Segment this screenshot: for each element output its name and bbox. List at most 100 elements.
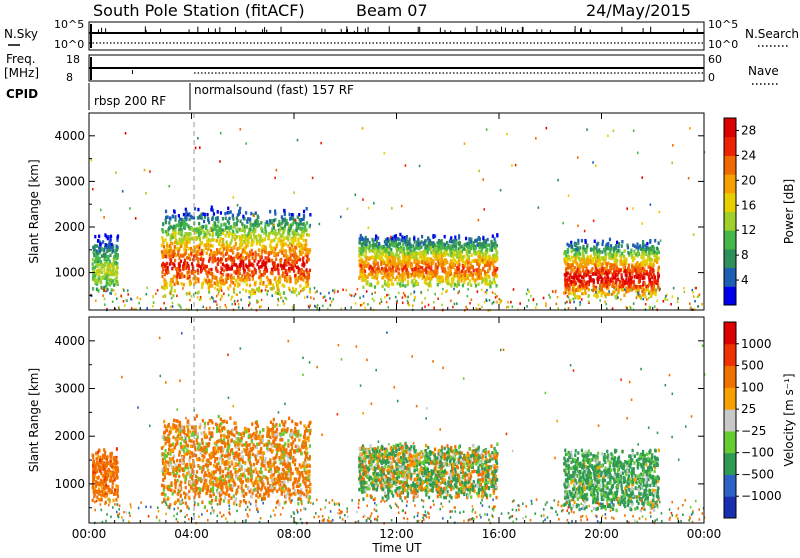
echo-cell	[650, 282, 652, 286]
echo-cell	[225, 223, 227, 227]
echo-cell	[236, 227, 238, 231]
echo-cell	[284, 278, 286, 282]
colorbar-label: Power [dB]	[782, 179, 796, 244]
echo-cell	[479, 242, 481, 246]
echo-cell	[309, 213, 311, 217]
echo-cell	[166, 250, 168, 254]
echo-cell	[389, 259, 391, 263]
echo-cell	[200, 213, 202, 217]
echo-cell	[458, 234, 460, 238]
echo-cell	[245, 289, 247, 293]
scatter-cell	[481, 289, 483, 292]
echo-cell	[565, 273, 567, 277]
scatter-cell	[309, 288, 311, 291]
echo-cell	[413, 253, 415, 257]
echo-cell	[421, 235, 423, 239]
echo-cell	[455, 244, 457, 248]
colorbar-tick-label: 20	[741, 173, 756, 187]
echo-cell	[289, 217, 291, 221]
scatter-cell	[535, 137, 537, 140]
echo-cell	[470, 240, 472, 244]
echo-cell	[409, 275, 411, 279]
echo-cell	[279, 250, 281, 254]
echo-cell	[170, 282, 172, 286]
scatter-cell	[322, 296, 324, 299]
echo-cell	[203, 266, 205, 270]
scatter-cell	[172, 302, 174, 305]
echo-cell	[360, 267, 362, 271]
echo-cell	[369, 272, 371, 276]
scatter-cell	[223, 293, 225, 296]
scatter-cell	[197, 296, 199, 299]
nsky-panel-frame	[89, 22, 704, 50]
colorbar-segment	[724, 155, 736, 174]
freq-trace	[89, 57, 704, 80]
scatter-cell	[293, 191, 295, 194]
echo-cell	[482, 268, 484, 272]
echo-cell	[425, 271, 427, 275]
echo-cell	[576, 268, 578, 272]
scatter-cell	[552, 290, 554, 293]
echo-cell	[381, 245, 383, 249]
echo-cell	[107, 237, 109, 241]
scatter-cell	[320, 142, 322, 145]
scatter-cell	[565, 302, 567, 305]
echo-cell	[289, 213, 291, 217]
scatter-cell	[620, 298, 622, 301]
scatter-cell	[579, 301, 581, 304]
echo-cell	[188, 254, 190, 258]
scatter-cell	[574, 286, 576, 289]
scatter-cell	[599, 299, 601, 302]
scatter-cell	[465, 306, 467, 309]
scatter-cell	[248, 304, 250, 307]
echo-cell	[615, 244, 617, 248]
scatter-cell	[219, 160, 221, 163]
echo-cell	[259, 237, 261, 241]
echo-cell	[174, 241, 176, 245]
echo-cell	[592, 260, 594, 264]
echo-cell	[462, 266, 464, 270]
echo-cell	[496, 234, 498, 238]
scatter-cell	[250, 294, 252, 297]
echo-cell	[616, 267, 618, 271]
echo-cell	[210, 268, 212, 272]
echo-cell	[93, 246, 95, 250]
echo-cell	[244, 257, 246, 261]
scatter-cell	[624, 288, 626, 291]
echo-cell	[225, 258, 227, 262]
echo-cell	[485, 257, 487, 261]
echo-cell	[382, 261, 384, 265]
echo-cell	[401, 277, 403, 281]
scatter-cell	[617, 293, 619, 296]
echo-cell	[278, 223, 280, 227]
echo-cell	[484, 282, 486, 286]
echo-cell	[96, 244, 98, 248]
scatter-cell	[368, 207, 370, 210]
echo-cell	[385, 268, 387, 272]
echo-cell	[374, 270, 376, 274]
echo-cell	[468, 241, 470, 245]
scatter-cell	[602, 291, 604, 294]
scatter-cell	[478, 219, 480, 222]
echo-cell	[284, 213, 286, 217]
echo-cell	[433, 254, 435, 258]
echo-cell	[200, 241, 202, 245]
echo-cell	[568, 244, 570, 248]
echo-cell	[366, 280, 368, 284]
scatter-cell	[492, 291, 494, 294]
scatter-cell	[189, 293, 191, 296]
scatter-cell	[441, 292, 443, 295]
echo-cell	[606, 263, 608, 267]
echo-cell	[418, 265, 420, 269]
echo-cell	[284, 259, 286, 263]
echo-cell	[301, 263, 303, 267]
echo-cell	[161, 275, 163, 279]
scatter-cell	[240, 298, 242, 301]
echo-cell	[438, 276, 440, 280]
echo-cell	[399, 282, 401, 286]
echo-cell	[492, 264, 494, 268]
echo-cell	[647, 247, 649, 251]
echo-cell	[653, 246, 655, 250]
scatter-cell	[454, 303, 456, 306]
